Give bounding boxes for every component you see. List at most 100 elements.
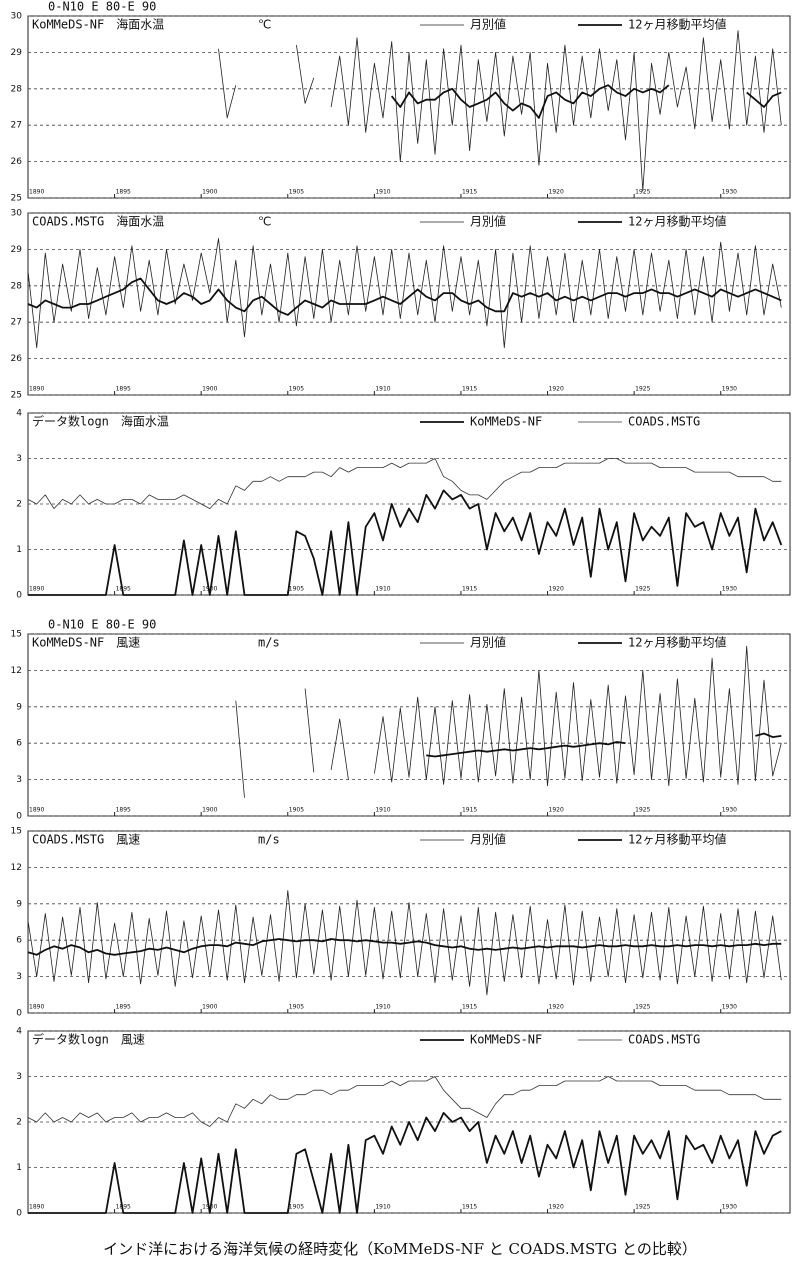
series-line — [390, 84, 782, 119]
panel-title: KoMMeDS-NF 風速 — [32, 636, 140, 650]
series-line — [27, 458, 782, 509]
x-tick-label: 1915 — [462, 1004, 477, 1011]
legend-label: 月別値 — [470, 214, 506, 229]
y-tick-label: 27 — [11, 318, 22, 328]
y-tick-label: 12 — [11, 666, 22, 676]
x-tick-label: 1915 — [462, 807, 477, 814]
legend-label: 12ヶ月移動平均値 — [628, 635, 726, 650]
panel-title: データ数logn 風速 — [32, 1032, 145, 1047]
x-tick-label: 1900 — [202, 189, 217, 196]
x-tick-label: 1925 — [635, 386, 650, 393]
x-tick-label: 1890 — [29, 1004, 44, 1011]
series-line — [218, 30, 782, 192]
legend-label: COADS.MSTG — [628, 1033, 700, 1047]
y-tick-label: 26 — [11, 157, 23, 167]
x-tick-label: 1925 — [635, 189, 650, 196]
y-tick-label: 3 — [16, 972, 22, 982]
panel-title: KoMMeDS-NF 海面水温 — [32, 17, 164, 32]
unit-label: m/s — [258, 833, 280, 847]
y-tick-label: 3 — [16, 775, 22, 785]
x-tick-label: 1920 — [549, 189, 564, 196]
x-tick-label: 1890 — [29, 189, 44, 196]
y-tick-label: 3 — [16, 1072, 22, 1082]
y-tick-label: 29 — [11, 48, 23, 58]
y-tick-label: 15 — [11, 827, 22, 837]
x-tick-label: 1895 — [116, 1204, 131, 1211]
x-tick-label: 1895 — [116, 386, 131, 393]
series-line — [235, 645, 782, 798]
legend-label: 12ヶ月移動平均値 — [628, 832, 726, 847]
x-tick-label: 1905 — [289, 807, 304, 814]
y-tick-label: 2 — [16, 1118, 22, 1128]
legend-label: 12ヶ月移動平均値 — [628, 17, 726, 32]
x-tick-label: 1905 — [289, 189, 304, 196]
legend-label: COADS.MSTG — [628, 415, 700, 429]
y-tick-label: 26 — [11, 354, 23, 364]
series-line — [28, 1112, 782, 1214]
panel-title: COADS.MSTG 風速 — [32, 833, 140, 847]
x-tick-label: 1890 — [29, 586, 44, 593]
x-tick-label: 1925 — [635, 1204, 650, 1211]
legend-label: KoMMeDS-NF — [470, 415, 542, 429]
y-tick-label: 3 — [16, 454, 22, 464]
x-tick-label: 1910 — [375, 586, 390, 593]
y-tick-label: 0 — [16, 591, 22, 601]
x-tick-label: 1905 — [289, 1204, 304, 1211]
y-tick-label: 28 — [11, 281, 23, 291]
y-tick-label: 1 — [16, 1163, 22, 1173]
panel-title: COADS.MSTG 海面水温 — [32, 214, 164, 229]
x-tick-label: 1890 — [29, 1204, 44, 1211]
legend-label: 月別値 — [470, 17, 506, 32]
unit-label: m/s — [258, 636, 280, 650]
x-tick-label: 1895 — [116, 586, 131, 593]
plot-frame — [27, 830, 791, 1014]
y-tick-label: 15 — [11, 630, 22, 640]
unit-label: ℃ — [258, 215, 271, 229]
y-tick-label: 25 — [11, 194, 22, 204]
x-tick-label: 1930 — [722, 1004, 737, 1011]
y-tick-label: 25 — [11, 391, 22, 401]
plot-frame — [27, 212, 791, 396]
series-line — [27, 277, 782, 316]
x-tick-label: 1930 — [722, 386, 737, 393]
y-tick-label: 28 — [11, 84, 23, 94]
x-tick-label: 1910 — [375, 1204, 390, 1211]
x-tick-label: 1915 — [462, 586, 477, 593]
x-tick-label: 1930 — [722, 807, 737, 814]
y-tick-label: 6 — [16, 739, 22, 749]
region-label: 0-N10 E 80-E 90 — [48, 0, 156, 14]
x-tick-label: 1895 — [116, 1004, 131, 1011]
y-tick-label: 4 — [16, 409, 22, 419]
plot-frame — [27, 15, 791, 199]
x-tick-label: 1895 — [116, 189, 131, 196]
y-tick-label: 9 — [16, 899, 22, 909]
legend-label: 月別値 — [470, 832, 506, 847]
y-tick-label: 4 — [16, 1027, 22, 1037]
x-tick-label: 1930 — [722, 1204, 737, 1211]
y-tick-label: 29 — [11, 245, 23, 255]
series-line — [426, 732, 782, 758]
x-tick-label: 1910 — [375, 807, 390, 814]
y-tick-label: 0 — [16, 1009, 22, 1019]
x-tick-label: 1890 — [29, 807, 44, 814]
series-line — [28, 489, 783, 596]
caption: インド洋における海洋気候の経時変化（KoMMeDS-NF と COADS.MST… — [103, 1240, 697, 1258]
x-tick-label: 1920 — [549, 807, 564, 814]
y-tick-label: 0 — [16, 1209, 22, 1219]
y-tick-label: 30 — [11, 12, 23, 22]
series-line — [27, 938, 782, 956]
unit-label: ℃ — [258, 18, 271, 32]
x-tick-label: 1900 — [202, 1004, 217, 1011]
y-tick-label: 9 — [16, 702, 22, 712]
x-tick-label: 1910 — [375, 1004, 390, 1011]
series-line — [27, 1076, 782, 1127]
x-tick-label: 1920 — [549, 1204, 564, 1211]
legend-label: KoMMeDS-NF — [470, 1033, 542, 1047]
y-tick-label: 0 — [16, 812, 22, 822]
plot-frame — [27, 633, 791, 817]
y-tick-label: 6 — [16, 936, 22, 946]
x-tick-label: 1915 — [462, 189, 477, 196]
x-tick-label: 1900 — [202, 386, 217, 393]
x-tick-label: 1915 — [462, 386, 477, 393]
series-line — [27, 238, 782, 349]
